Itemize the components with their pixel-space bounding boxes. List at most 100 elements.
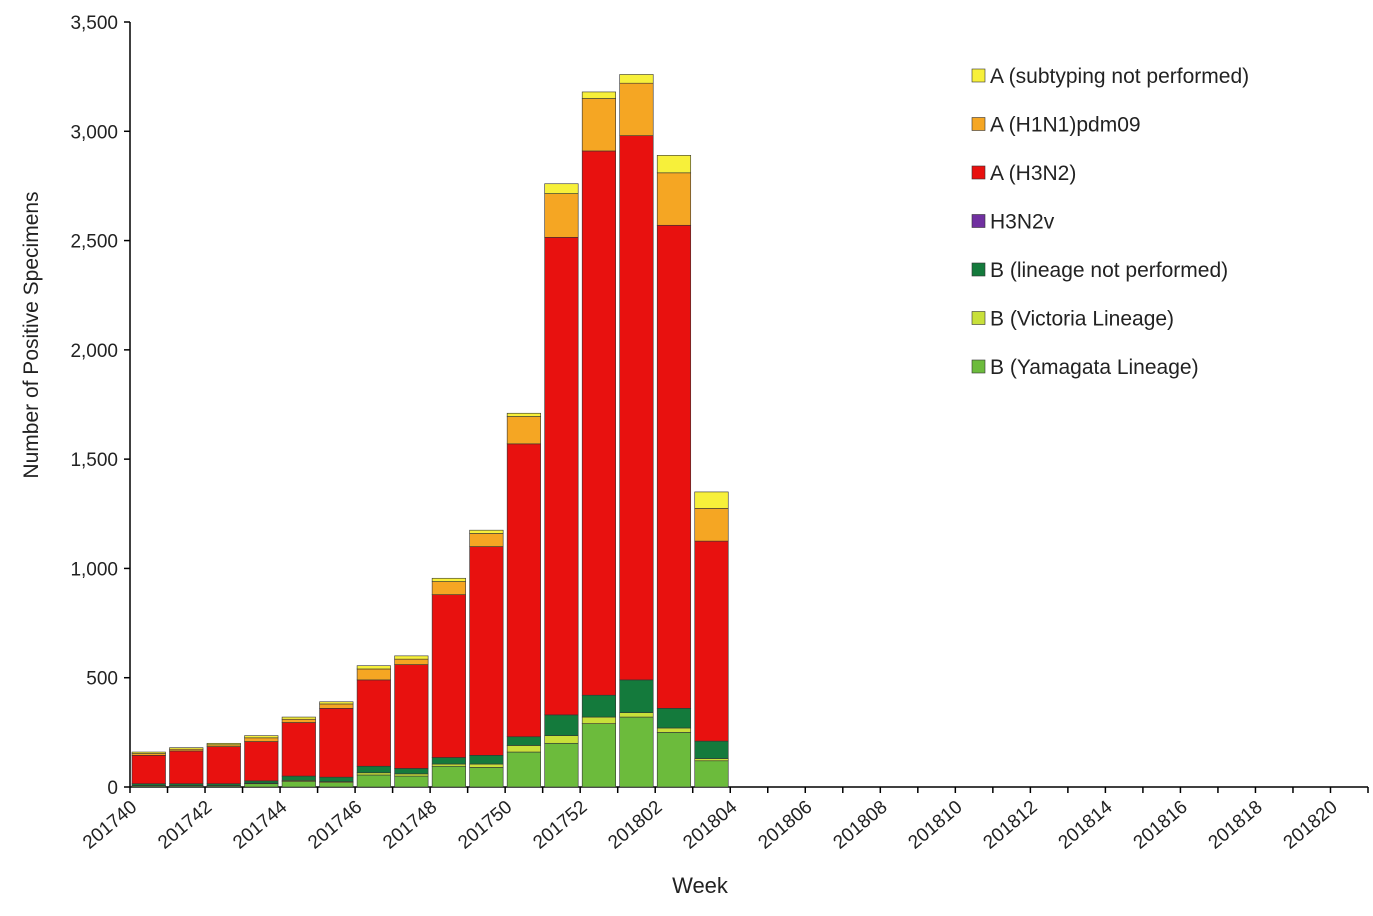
bar-segment	[394, 658, 429, 665]
bar-segment	[319, 701, 354, 705]
bar-segment	[619, 716, 654, 788]
bar-segment	[131, 755, 166, 785]
x-tick-label: 201812	[980, 797, 1042, 854]
y-tick-label: 3,000	[70, 122, 118, 143]
x-tick-label: 201814	[1055, 796, 1117, 853]
bar-segment	[169, 747, 204, 750]
bar-segment	[319, 708, 354, 778]
bar-segment	[656, 732, 692, 788]
bar-segment	[356, 665, 391, 670]
bar-segment	[394, 768, 429, 775]
bar-segment	[694, 491, 729, 509]
bar-segment	[619, 82, 654, 136]
legend-swatch	[971, 117, 986, 131]
bar-segment	[169, 750, 204, 785]
y-tick-label: 2,000	[70, 341, 118, 362]
bar-segment	[244, 735, 279, 739]
bar-segment	[694, 740, 729, 759]
bar-segment	[544, 735, 579, 744]
bar-segment	[469, 529, 504, 534]
x-tick-label: 201744	[229, 796, 291, 853]
x-tick-label: 201820	[1280, 797, 1342, 854]
bar-segment	[619, 679, 654, 713]
legend-swatch	[971, 68, 986, 83]
bar-segment	[206, 746, 241, 785]
x-tick-label: 201818	[1205, 797, 1267, 854]
x-tick-label: 201746	[304, 797, 366, 854]
bar-segment	[244, 741, 279, 782]
y-tick-label: 0	[107, 778, 118, 799]
bar-segment	[506, 443, 541, 738]
legend-label: B (Victoria Lineage)	[990, 308, 1174, 331]
legend-label: A (subtyping not performed)	[990, 65, 1249, 88]
bar-segment	[356, 668, 391, 681]
bar-segment	[506, 416, 541, 445]
bar-segment	[281, 781, 316, 788]
bar-segment	[581, 716, 616, 724]
bar-segment	[619, 74, 654, 84]
bar-segment	[206, 742, 241, 746]
x-axis-title: Week	[672, 873, 729, 898]
bar-segment	[619, 712, 654, 718]
legend-label: A (H3N2)	[990, 162, 1076, 185]
x-tick-label: 201806	[754, 797, 816, 854]
bar-segment	[431, 577, 466, 582]
y-tick-label: 500	[86, 669, 118, 690]
bar-segment	[581, 723, 616, 788]
x-tick-label: 201810	[904, 797, 966, 854]
y-tick-label: 3,500	[70, 13, 118, 34]
bar-segment	[469, 533, 504, 547]
legend-swatch	[971, 359, 986, 374]
bar-segment	[281, 716, 316, 720]
bar-segment	[469, 763, 504, 768]
bar-segment	[581, 91, 616, 99]
bar-segment	[581, 150, 616, 696]
bar-segment	[619, 135, 654, 681]
bar-segment	[281, 722, 316, 777]
bar-segment	[431, 757, 466, 765]
y-axis-title: Number of Positive Specimens	[20, 191, 43, 478]
bar-segment	[244, 783, 279, 788]
bar-segment	[319, 776, 354, 782]
bar-segment	[431, 594, 466, 758]
bar-segment	[544, 742, 579, 788]
bar-segment	[544, 193, 579, 238]
bar-segment	[394, 664, 429, 769]
bar-segment	[656, 708, 692, 729]
bar-segment	[356, 774, 391, 788]
bar-segment	[431, 765, 466, 788]
x-tick-label: 201808	[829, 797, 891, 854]
legend-label: A (H1N1)pdm09	[990, 114, 1141, 137]
bar-segment	[506, 745, 541, 753]
bar-segment	[356, 679, 391, 767]
bar-segment	[544, 183, 579, 194]
x-tick-label: 201752	[529, 797, 591, 854]
legend-label: B (lineage not performed)	[990, 259, 1228, 282]
bar-segment	[656, 172, 692, 226]
x-tick-label: 201742	[154, 797, 216, 854]
bar-segment	[394, 775, 429, 788]
x-tick-label: 201804	[679, 796, 741, 853]
bar-segment	[544, 236, 579, 716]
bar-segment	[356, 765, 391, 774]
y-tick-label: 1,000	[70, 559, 118, 580]
bar-segment	[244, 780, 279, 784]
bar-segment	[694, 540, 729, 742]
legend-label: B (Yamagata Lineage)	[990, 356, 1199, 379]
bar-segment	[281, 775, 316, 781]
bar-segment	[319, 703, 354, 709]
bar-segment	[694, 508, 729, 542]
legend-label: H3N2v	[990, 211, 1055, 234]
legend-swatch	[971, 311, 986, 325]
bar-segment	[656, 224, 692, 709]
bar-segment	[431, 581, 466, 595]
legend-swatch	[971, 165, 986, 180]
legend-swatch	[971, 262, 986, 277]
bar-segment	[581, 98, 616, 152]
x-tick-label: 201750	[454, 797, 516, 854]
x-tick-label: 201802	[604, 797, 666, 854]
bar-segment	[506, 736, 541, 746]
bar-segment	[469, 546, 504, 756]
x-tick-label: 201748	[379, 797, 441, 854]
